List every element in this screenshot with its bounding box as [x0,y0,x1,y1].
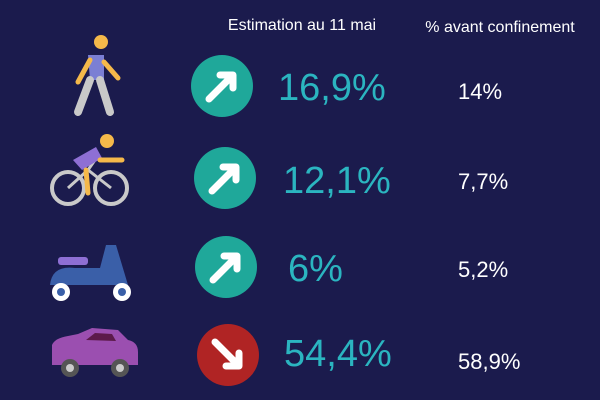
estimate-value: 12,1% [283,160,391,202]
arrow-up [195,236,257,298]
arrow-up [194,147,256,209]
header-before: % avant confinement [425,19,575,36]
icon-bike [50,134,129,206]
icon-walk [74,35,121,116]
icon-scooter [50,245,131,301]
before-value: 58,9% [458,349,520,374]
estimate-value: 6% [288,248,343,290]
before-value: 5,2% [458,257,508,282]
icon-car [52,328,138,377]
header-estimate: Estimation au 11 mai [228,17,376,34]
before-value: 7,7% [458,169,508,194]
arrow-up [191,55,253,117]
before-value: 14% [458,79,502,104]
estimate-value: 54,4% [284,333,392,375]
estimate-value: 16,9% [278,67,386,109]
arrow-down [197,324,259,386]
